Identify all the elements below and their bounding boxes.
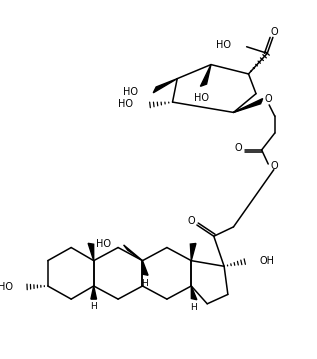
Text: HO: HO <box>96 239 111 249</box>
Text: HO: HO <box>0 282 13 292</box>
Text: H: H <box>190 303 197 312</box>
Polygon shape <box>124 245 143 261</box>
Polygon shape <box>143 261 148 275</box>
Text: OH: OH <box>260 256 275 266</box>
Text: O: O <box>271 161 279 171</box>
Polygon shape <box>88 243 94 261</box>
Text: HO: HO <box>123 87 138 97</box>
Text: H: H <box>90 302 97 311</box>
Text: HO: HO <box>194 93 209 103</box>
Text: O: O <box>234 143 242 153</box>
Polygon shape <box>200 65 211 86</box>
Polygon shape <box>191 243 196 261</box>
Text: H: H <box>141 279 148 288</box>
Text: O: O <box>187 216 195 226</box>
Polygon shape <box>153 79 177 93</box>
Polygon shape <box>234 99 263 112</box>
Text: HO: HO <box>118 99 133 109</box>
Polygon shape <box>191 286 197 300</box>
Text: O: O <box>271 27 279 37</box>
Text: HO: HO <box>216 40 231 50</box>
Text: O: O <box>264 94 272 104</box>
Polygon shape <box>91 286 97 299</box>
